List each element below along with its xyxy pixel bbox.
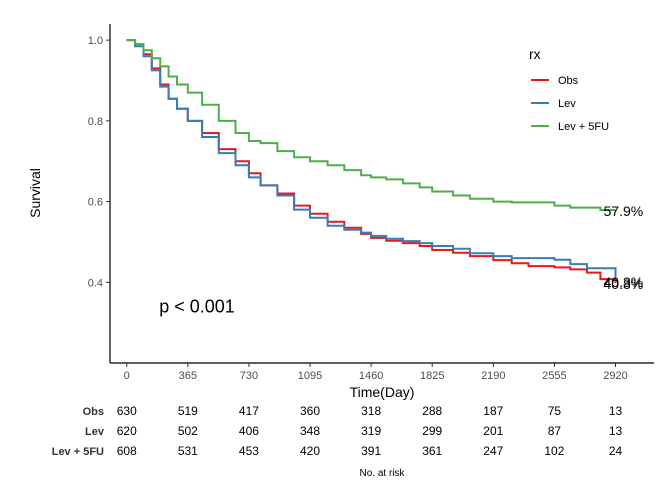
risk-table-count: 391 (361, 444, 381, 458)
risk-table-count: 420 (300, 444, 320, 458)
risk-table-count: 620 (117, 424, 137, 438)
risk-table-strata-label: Lev (85, 426, 105, 438)
risk-table-count: 406 (239, 424, 259, 438)
survival-curves (126, 39, 617, 284)
risk-table-count: 13 (609, 404, 623, 418)
risk-table-strata-label: Lev + 5FU (52, 446, 104, 458)
risk-table-count: 531 (178, 444, 198, 458)
x-tick-label: 1095 (298, 370, 322, 382)
risk-table-count: 348 (300, 424, 320, 438)
risk-table-count: 24 (609, 444, 623, 458)
risk-table: Obs 630 519 417 360 318 288 187 75 13 Lev 620 502 406… (52, 404, 623, 458)
risk-table-caption: No. at risk (359, 468, 405, 479)
survival-curve-lev-5fu (126, 39, 616, 211)
x-tick-label: 0 (124, 370, 130, 382)
legend-title: rx (529, 46, 541, 62)
risk-table-count: 318 (361, 404, 381, 418)
end-labels: 40.8%40.3% 57.9% (604, 203, 644, 292)
x-tick-label: 2190 (481, 370, 505, 382)
x-axis-title: Time(Day) (350, 384, 415, 400)
x-tick-label: 1460 (359, 370, 383, 382)
x-ticks: 0 365 730 1095 1460 1825 2190 2555 2920 (124, 363, 628, 382)
risk-table-count: 453 (239, 444, 259, 458)
legend: rx Obs Lev Lev + 5FU (529, 46, 609, 133)
legend-item-label: Lev + 5FU (558, 121, 609, 133)
y-tick-label: 0.8 (88, 116, 103, 128)
survival-curve-obs (126, 39, 617, 284)
risk-table-count: 319 (361, 424, 381, 438)
survival-curve-lev (126, 39, 617, 282)
risk-table-count: 13 (609, 424, 623, 438)
risk-table-count: 201 (483, 424, 503, 438)
risk-table-count: 608 (117, 444, 137, 458)
risk-table-count: 102 (544, 444, 564, 458)
legend-item-label: Obs (558, 75, 579, 87)
risk-table-count: 288 (422, 404, 442, 418)
x-tick-label: 2920 (603, 370, 627, 382)
y-axis-title: Survival (27, 168, 43, 218)
y-tick-label: 1.0 (88, 35, 103, 47)
end-label: 57.9% (604, 203, 644, 219)
y-tick-label: 0.4 (88, 277, 103, 289)
end-label: 40.3% (604, 274, 644, 290)
risk-table-strata-label: Obs (83, 406, 104, 418)
y-tick-label: 0.6 (88, 197, 103, 209)
risk-table-count: 299 (422, 424, 442, 438)
risk-table-count: 519 (178, 404, 198, 418)
risk-table-count: 75 (548, 404, 562, 418)
p-value-label: p < 0.001 (159, 297, 235, 317)
x-tick-label: 365 (179, 370, 197, 382)
x-tick-label: 730 (240, 370, 258, 382)
risk-table-count: 417 (239, 404, 259, 418)
risk-table-count: 502 (178, 424, 198, 438)
risk-table-count: 247 (483, 444, 503, 458)
y-ticks: 0.4 0.6 0.8 1.0 (88, 35, 110, 289)
x-tick-label: 1825 (420, 370, 444, 382)
risk-table-count: 360 (300, 404, 320, 418)
risk-table-count: 187 (483, 404, 503, 418)
risk-table-count: 361 (422, 444, 442, 458)
legend-item-label: Lev (558, 98, 576, 110)
axes (109, 24, 654, 364)
risk-table-count: 630 (117, 404, 137, 418)
risk-table-count: 87 (548, 424, 562, 438)
end-label: 40.8% (604, 276, 644, 292)
x-tick-label: 2555 (542, 370, 566, 382)
